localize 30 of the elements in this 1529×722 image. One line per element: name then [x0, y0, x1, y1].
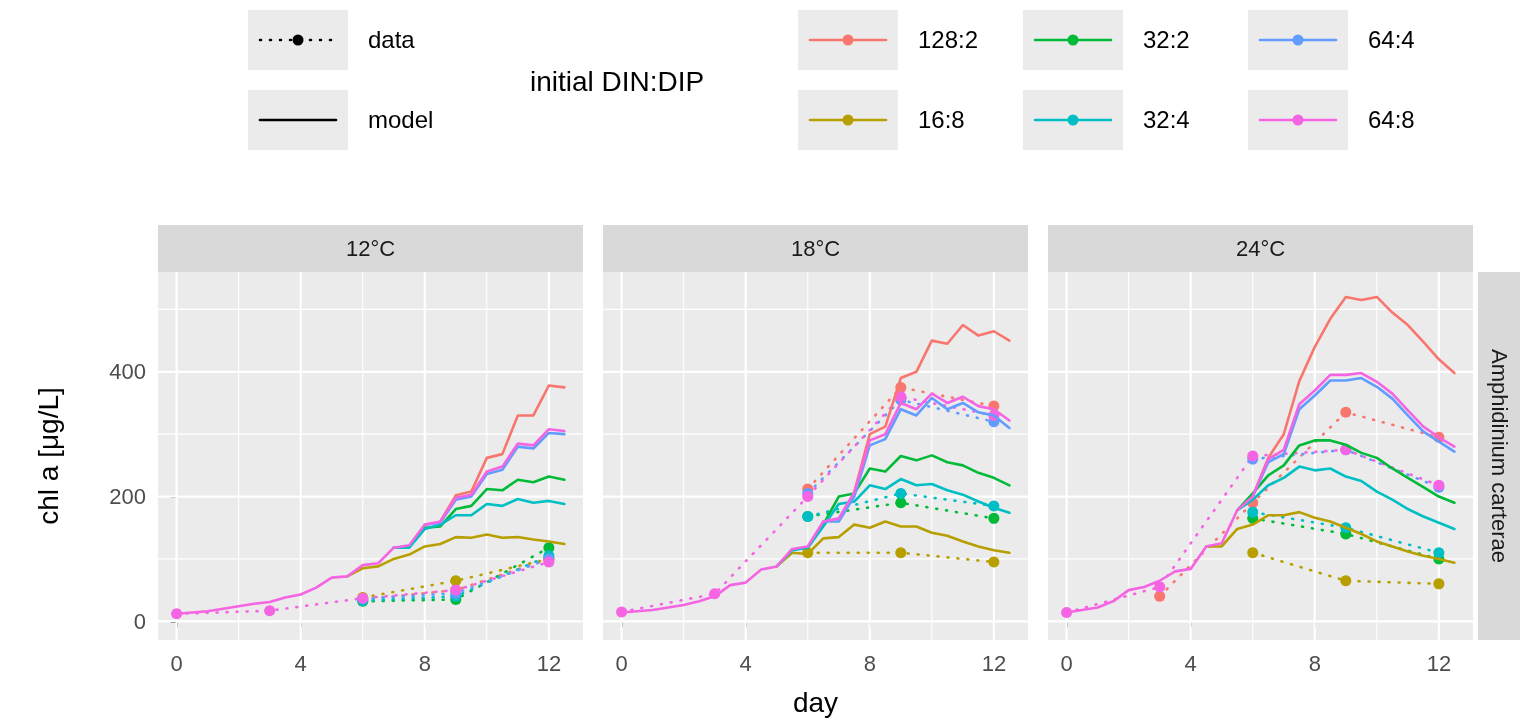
legend-label: 64:4 [1368, 26, 1415, 54]
chart-title: 18°C [790, 236, 841, 261]
legend-title: initial DIN:DIP [530, 66, 705, 98]
legend-label: 16:8 [918, 106, 965, 134]
y-tick-label: 0 [133, 608, 146, 634]
text: data [368, 26, 415, 54]
legend-label: 64:8 [1368, 106, 1415, 134]
x-tick-label: 0 [170, 650, 183, 676]
x-tick-label: 8 [418, 650, 431, 676]
x-tick-label: 12 [536, 650, 562, 676]
x-tick-label: 0 [615, 650, 628, 676]
x-tick-label: 4 [294, 650, 307, 676]
y-axis-title: chl a [μg/L] [32, 387, 64, 525]
chart-title: 24°C [1235, 236, 1286, 261]
x-tick-label: 8 [863, 650, 876, 676]
text: model [368, 106, 434, 134]
y-tick-label: 400 [109, 359, 146, 385]
x-tick-label: 4 [1184, 650, 1197, 676]
x-tick-label: 12 [1426, 650, 1452, 676]
legend-label: 32:2 [1143, 26, 1190, 54]
chart-title: 12°C [345, 236, 396, 261]
x-tick-label: 12 [981, 650, 1007, 676]
x-tick-label: 4 [739, 650, 752, 676]
x-axis-title: day [792, 686, 839, 718]
y-tick-label: 200 [109, 484, 146, 510]
legend-label: 32:4 [1143, 106, 1190, 134]
x-tick-label: 8 [1308, 650, 1321, 676]
legend-label: 128:2 [918, 26, 979, 54]
text: Amphidinium carterae [1486, 349, 1512, 563]
x-tick-label: 0 [1060, 650, 1073, 676]
